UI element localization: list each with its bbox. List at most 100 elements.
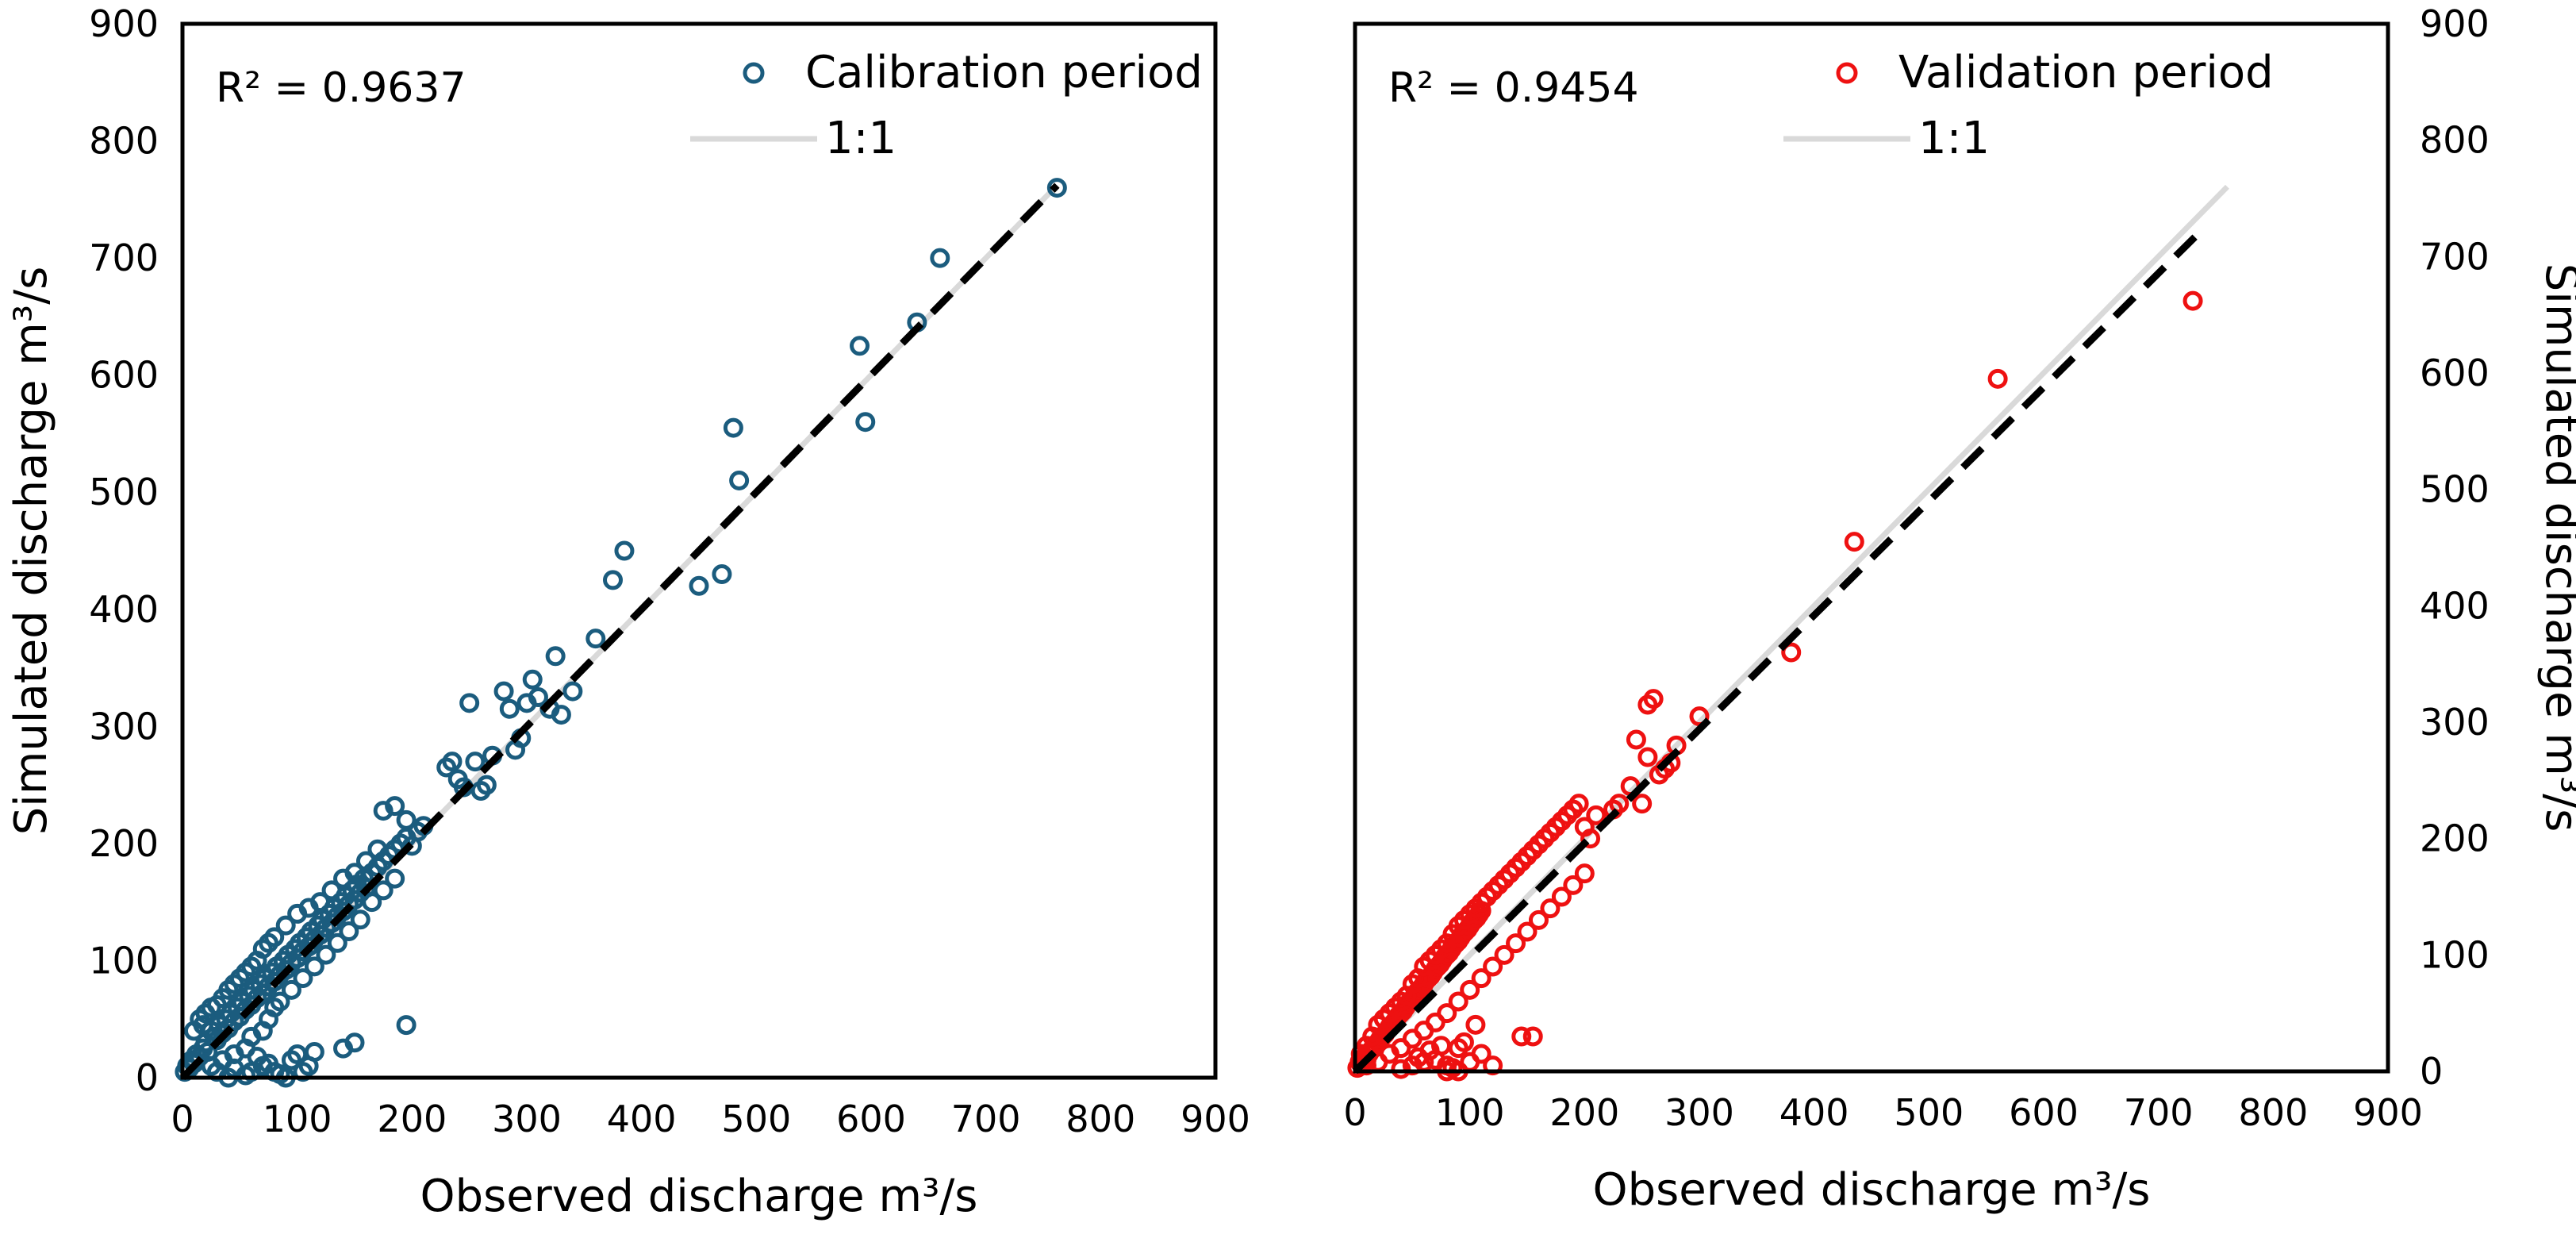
- calibration-x-axis-label: Observed discharge m³/s: [420, 1171, 978, 1222]
- calibration-point: [193, 1015, 213, 1036]
- calibration-point: [304, 956, 324, 977]
- validation-y-tick-label: 0: [2420, 1050, 2443, 1093]
- validation-point: [1637, 747, 1658, 767]
- validation-point: [1580, 829, 1601, 849]
- calibration-point: [385, 796, 405, 817]
- calibration-plot-frame: [180, 21, 1218, 1080]
- validation-point: [1551, 886, 1572, 907]
- calibration-x-tick-label: 200: [377, 1098, 447, 1140]
- validation-y-tick-label: 600: [2420, 352, 2490, 394]
- validation-chart: 0 100 200 300 400 500 600 700 800 900010020030040…: [1343, 2, 2576, 1216]
- validation-x-tick-label: 200: [1549, 1091, 1619, 1134]
- validation-point: [1522, 1026, 1543, 1047]
- validation-y-tick-label: 700: [2420, 235, 2490, 278]
- calibration-point: [344, 1032, 365, 1053]
- validation-point: [1643, 689, 1664, 709]
- validation-point: [1442, 1058, 1463, 1078]
- validation-point: [1465, 1014, 1486, 1035]
- calibration-point: [545, 646, 566, 667]
- validation-points: [1347, 290, 2203, 1082]
- calibration-point: [236, 1065, 256, 1086]
- calibration-x-tick-label: 900: [1181, 1098, 1250, 1140]
- validation-point: [1448, 1038, 1468, 1059]
- validation-point: [1460, 979, 1480, 1000]
- validation-y-tick-label: 800: [2420, 119, 2490, 162]
- calibration-point: [465, 752, 486, 772]
- calibration-point: [493, 681, 514, 702]
- validation-point: [1471, 1044, 1491, 1064]
- validation-y-tick-label: 100: [2420, 933, 2490, 976]
- calibration-legend: Calibration period 1:1: [690, 47, 1203, 164]
- calibration-point: [930, 248, 950, 268]
- validation-point: [1448, 991, 1468, 1012]
- calibration-x-tick-label: 600: [836, 1098, 906, 1140]
- validation-legend-series-label: Validation period: [1898, 47, 2274, 98]
- calibration-point: [723, 417, 743, 438]
- calibration-x-tick-label: 800: [1065, 1098, 1135, 1140]
- calibration-point: [281, 979, 301, 1000]
- validation-trend-line: [1352, 230, 2202, 1075]
- calibration-legend-line-label: 1:1: [825, 113, 896, 164]
- validation-x-tick-label: 800: [2238, 1091, 2308, 1134]
- validation-x-tick-label: 400: [1779, 1091, 1849, 1134]
- validation-x-tick-label: 700: [2124, 1091, 2194, 1134]
- validation-x-tick-label: 300: [1664, 1091, 1734, 1134]
- calibration-y-axis-label: Simulated discharge m³/s: [6, 267, 57, 836]
- validation-legend: Validation period 1:1: [1783, 47, 2274, 164]
- calibration-point: [264, 927, 285, 948]
- calibration-y-tick-label: 800: [89, 120, 159, 163]
- validation-legend-line-label: 1:1: [1918, 113, 1990, 164]
- validation-point: [1391, 1059, 1411, 1079]
- validation-point: [2182, 290, 2203, 311]
- calibration-chart: 0 100 200 300 400 500 600 700 800 900 0 100 200 300 40…: [6, 2, 1250, 1222]
- calibration-legend-marker: [743, 62, 765, 84]
- calibration-point: [499, 698, 520, 719]
- calibration-x-tick-label: 400: [607, 1098, 677, 1140]
- calibration-point: [562, 681, 583, 702]
- calibration-point: [522, 669, 543, 690]
- calibration-legend-series-label: Calibration period: [805, 47, 1203, 98]
- validation-point: [1528, 909, 1549, 930]
- validation-legend-marker: [1836, 62, 1858, 84]
- calibration-x-tick-label: 300: [492, 1098, 562, 1140]
- calibration-point: [476, 775, 497, 795]
- calibration-point: [850, 336, 870, 356]
- calibration-point: [270, 991, 290, 1012]
- validation-point: [1494, 944, 1515, 965]
- calibration-point: [339, 921, 359, 942]
- validation-point: [1471, 968, 1491, 989]
- validation-point: [1609, 794, 1630, 814]
- validation-point: [1574, 863, 1595, 884]
- calibration-r2-annotation: R² = 0.9637: [216, 64, 466, 112]
- calibration-y-tick-label: 300: [89, 705, 159, 748]
- calibration-point: [373, 801, 394, 821]
- validation-y-tick-label: 400: [2420, 584, 2490, 627]
- validation-point: [1844, 532, 1864, 552]
- validation-x-tick-label: 900: [2353, 1091, 2423, 1134]
- calibration-x-tick-label: 500: [721, 1098, 791, 1140]
- calibration-point: [327, 932, 347, 953]
- calibration-point: [585, 629, 606, 649]
- validation-point: [1563, 875, 1584, 895]
- calibration-point: [614, 540, 635, 561]
- validation-point: [1483, 956, 1503, 977]
- validation-point: [1391, 1038, 1411, 1059]
- validation-y-tick-label: 500: [2420, 468, 2490, 511]
- calibration-point: [316, 944, 336, 965]
- calibration-point: [385, 868, 405, 889]
- calibration-points: [175, 178, 1067, 1088]
- calibration-x-tick-label: 700: [951, 1098, 1021, 1140]
- calibration-y-tick-label: 900: [89, 2, 159, 45]
- validation-r2-annotation: R² = 0.9454: [1388, 64, 1639, 112]
- validation-y-tick-label: 300: [2420, 701, 2490, 744]
- calibration-point: [459, 693, 480, 713]
- calibration-point: [855, 412, 876, 433]
- calibration-point: [350, 909, 370, 930]
- calibration-point: [729, 470, 750, 490]
- validation-point: [1586, 805, 1607, 825]
- validation-point: [1626, 729, 1646, 750]
- validation-point: [1425, 1012, 1445, 1032]
- validation-point: [1437, 1003, 1457, 1024]
